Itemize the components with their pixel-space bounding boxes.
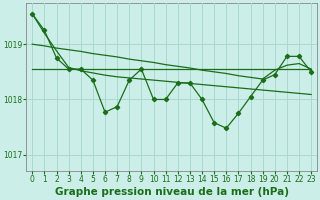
X-axis label: Graphe pression niveau de la mer (hPa): Graphe pression niveau de la mer (hPa)	[55, 187, 289, 197]
